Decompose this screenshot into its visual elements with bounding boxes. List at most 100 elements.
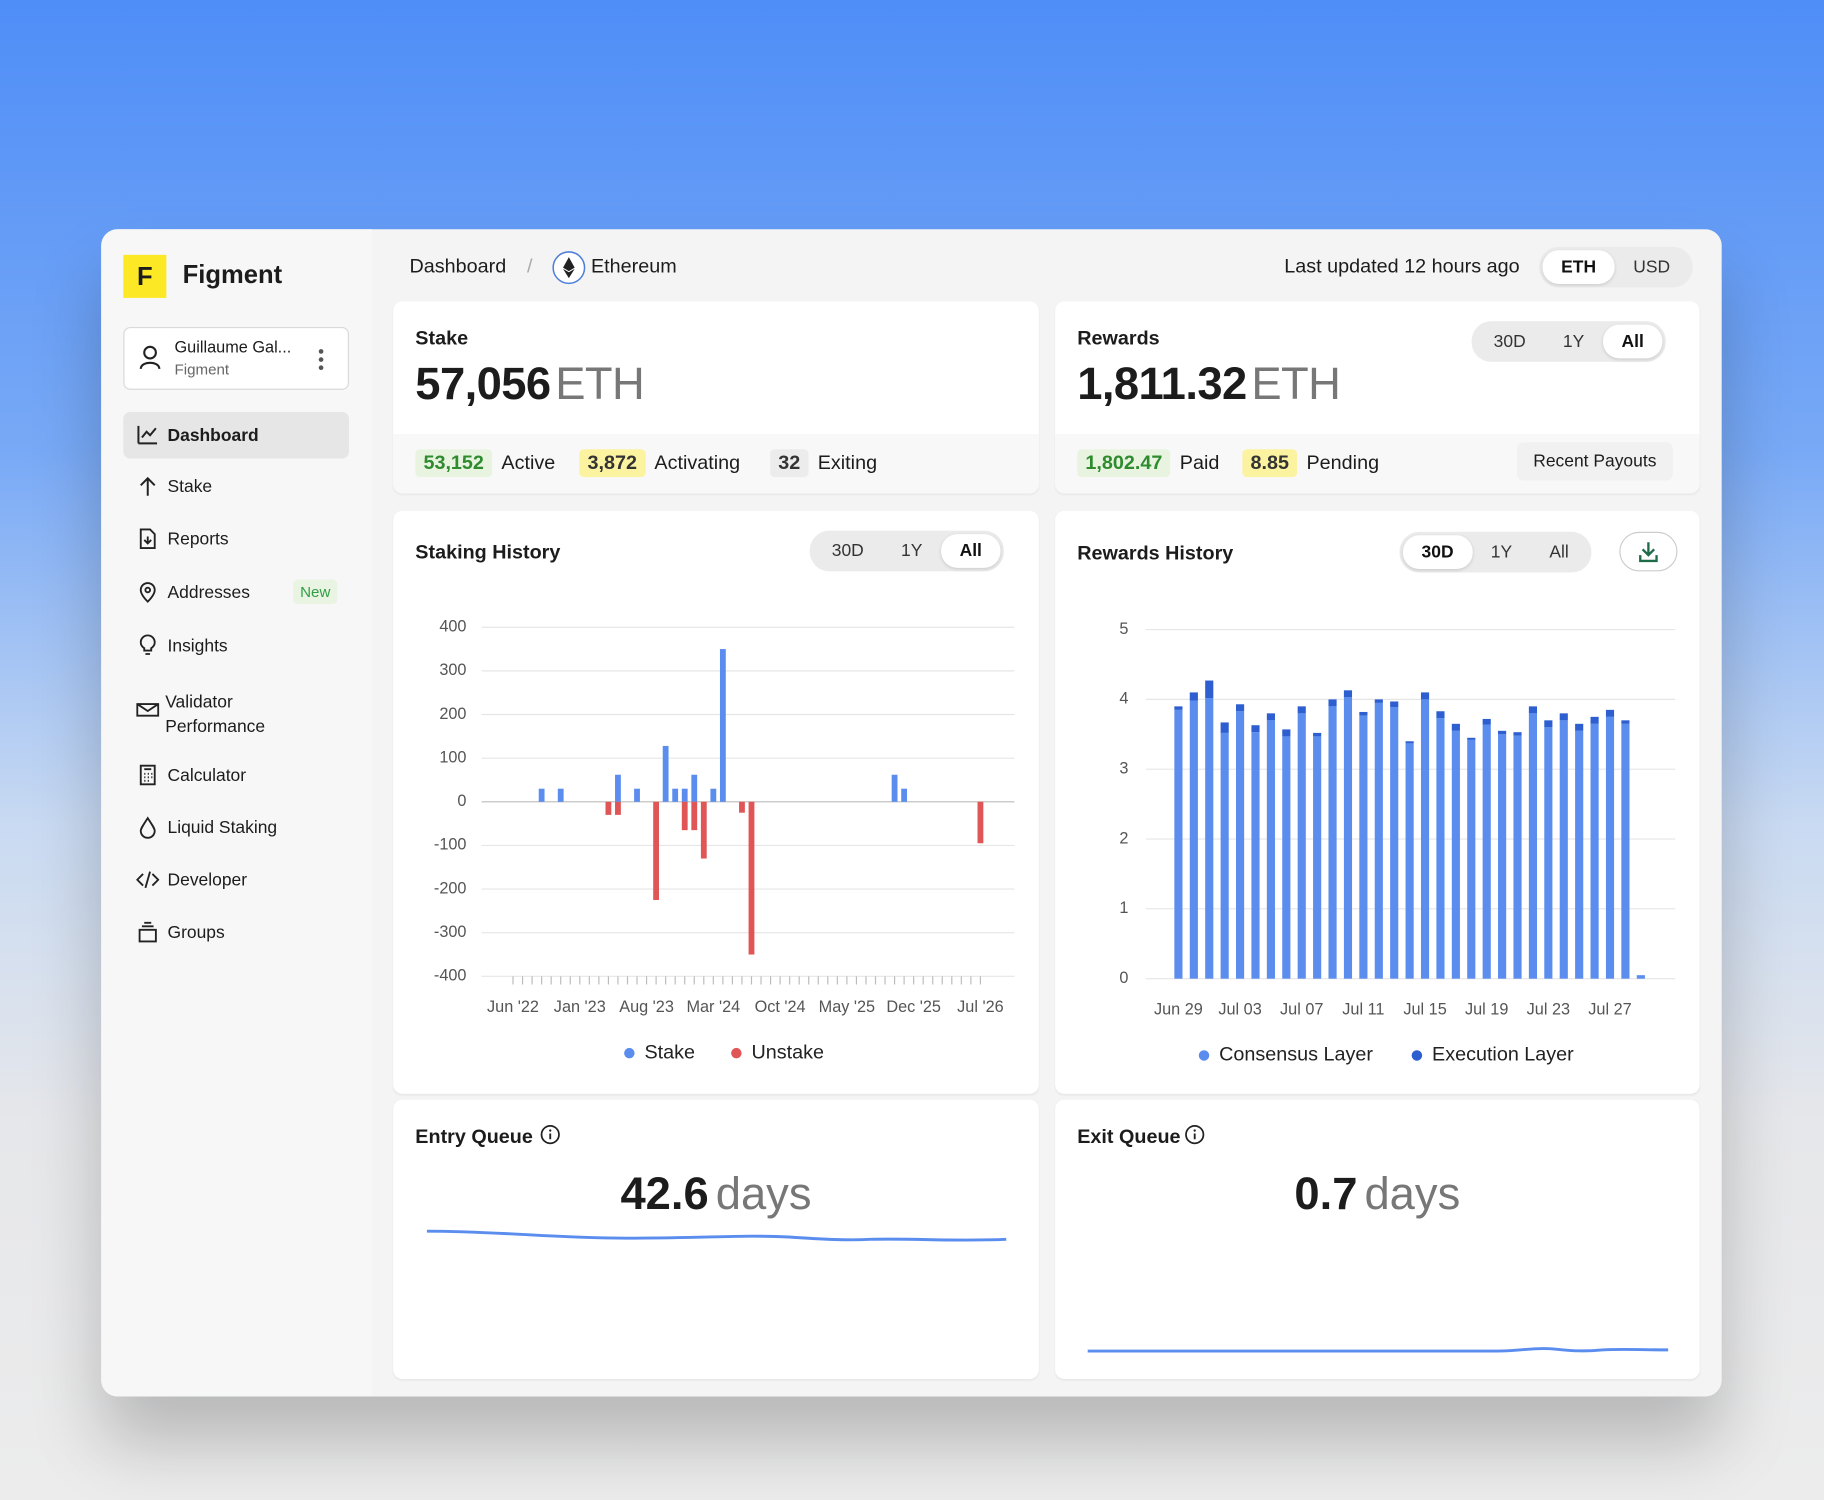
nav-label: Insights [167,636,228,657]
toggle-option[interactable]: 30D [1402,535,1473,570]
unit: days [1364,1169,1461,1220]
stat-label: Active [501,451,556,474]
toggle-option[interactable]: 30D [831,541,864,561]
stat-value: 32 [770,449,809,478]
nav-icon [139,764,156,786]
staking-history-card: Staking History 30D 1Y All [393,510,1039,1094]
toggle-option[interactable]: USD [1633,257,1671,277]
network: Ethereum [590,254,677,277]
breadcrumb[interactable]: Dashboard [409,254,507,277]
stat-label: Activating [654,451,741,474]
nav-label: Groups [167,922,225,943]
currency-toggle: ETH USD [1539,246,1693,288]
rewards-history-card: Rewards History 30D 1Y All [1055,510,1700,1094]
nav-icon [139,582,156,603]
stake-amount: 57,056 ETH [415,359,645,411]
brand: Figment [182,259,283,289]
unit: ETH [555,359,645,410]
nav-label: Stake [167,477,213,497]
queue-value: 42.6 days [393,1170,1039,1221]
nav-icon [140,476,156,496]
nav-icon [139,634,156,655]
exit-queue-card: Exit Queue 0.7 days [1055,1099,1700,1379]
value: 0.7 [1294,1169,1358,1220]
new-badge: New [293,579,338,604]
nav-icon [139,816,156,839]
stake-strip [393,434,1039,494]
stat: 1,802.47 Paid [1077,449,1219,478]
stat-value: 53,152 [415,449,493,478]
stat-value: 1,802.47 [1077,449,1171,478]
download-button[interactable] [1619,531,1678,572]
period-toggle: 30D 1Y All [1471,321,1666,362]
nav-item[interactable]: Reports [123,516,349,563]
nav-label: Calculator [167,765,247,786]
nav-item[interactable]: Dashboard [123,411,349,459]
nav-item[interactable]: Validator Performance [123,687,349,737]
stat: 32 Exiting [770,449,878,478]
stat: 3,872 Activating [579,449,741,478]
sparkline [426,1229,1007,1242]
user-name: Guillaume Gal... [174,337,292,357]
nav-item[interactable]: Developer [123,856,349,903]
nav-item[interactable]: Calculator [123,752,349,799]
unit: days [715,1169,812,1220]
nav-label: Dashboard [167,425,259,446]
unit: ETH [1251,359,1341,410]
nav-icon [138,921,157,943]
toggle-option[interactable]: 1Y [901,541,923,561]
stat: 53,152 Active [415,449,556,478]
rewards-amount: 1,811.32 ETH [1077,359,1341,411]
nav-label: Reports [167,529,229,550]
nav-item[interactable]: Stake [123,463,349,510]
queue-value: 0.7 days [1055,1170,1699,1221]
amount: 1,811.32 [1077,359,1247,410]
logo: F [123,254,167,298]
nav-item[interactable]: Addresses [123,569,349,616]
stat-value: 3,872 [579,449,646,478]
card-title: Rewards [1077,326,1160,350]
period-toggle: 30D 1Y All [1399,531,1591,573]
nav-label: Liquid Staking [167,818,278,838]
toggle-option[interactable]: All [1602,324,1663,359]
eth-icon [552,251,586,285]
card-title: Staking History [415,541,561,564]
amount: 57,056 [415,359,551,410]
period-toggle: 30D 1Y All [809,530,1005,572]
toggle-option[interactable]: All [1549,542,1569,563]
card-title: Entry Queue [415,1125,533,1148]
info-icon[interactable] [1184,1124,1207,1147]
user-menu[interactable] [123,326,349,390]
info-icon[interactable] [540,1124,563,1147]
nav-icon [136,871,160,889]
user-icon [139,345,161,370]
stake-card: Stake 57,056 ETH 53,152 Active 3,872 Activa… [393,301,1039,494]
card-title: Stake [415,326,469,350]
recent-payouts-button[interactable]: Recent Payouts [1516,442,1673,481]
toggle-option[interactable]: 1Y [1490,542,1513,563]
toggle-option[interactable]: 1Y [1562,331,1585,352]
nav-item[interactable]: Insights [123,623,349,670]
more-icon[interactable] [318,348,325,371]
nav-item[interactable]: Liquid Staking [123,804,349,851]
breadcrumb-separator: / [526,254,533,277]
toggle-option[interactable]: 30D [1493,331,1526,352]
entry-queue-card: Entry Queue 42.6 days [393,1099,1039,1379]
download-icon [1639,542,1658,563]
nav-item[interactable]: Groups [123,909,349,956]
value: 42.6 [620,1169,709,1220]
user-org: Figment [174,360,230,379]
card-title: Rewards History [1077,542,1234,565]
nav-icon [137,425,158,445]
card-title: Exit Queue [1077,1125,1181,1148]
nav-label: Validator Performance [165,692,266,737]
stat-label: Pending [1306,451,1380,474]
nav-label: Addresses [167,583,250,603]
toggle-option[interactable]: All [940,534,1001,568]
toggle-option[interactable]: ETH [1542,250,1615,284]
rewards-card: Rewards 30D 1Y All 1,811.32 ETH 1,802.47 Pai… [1055,301,1700,494]
stat-label: Exiting [817,451,878,474]
